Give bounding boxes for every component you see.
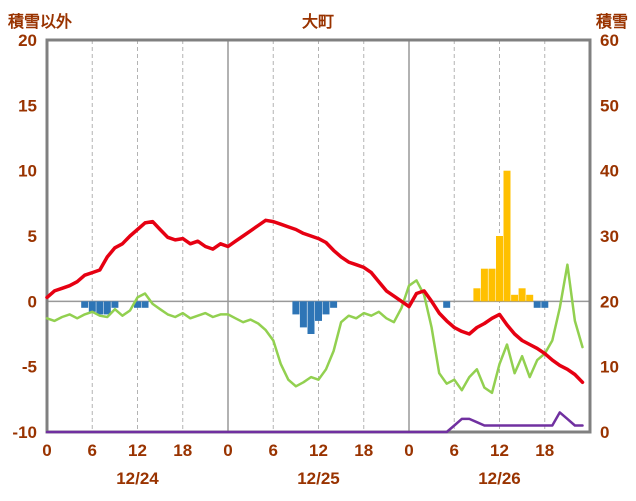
yellow-bars xyxy=(473,288,481,302)
blue-bars xyxy=(322,301,330,315)
blue-bars xyxy=(443,301,451,308)
page-title: 大町 xyxy=(301,14,334,31)
yellow-bars xyxy=(503,170,511,302)
day-label: 12/25 xyxy=(297,469,340,488)
yellow-bars xyxy=(518,288,526,302)
blue-bars xyxy=(307,301,315,334)
left-axis-title: 積雪以外 xyxy=(8,14,73,31)
blue-bars xyxy=(111,301,119,308)
blue-bars xyxy=(81,301,89,308)
blue-bars xyxy=(88,301,96,312)
yellow-bars xyxy=(526,294,534,302)
green-line xyxy=(45,263,584,395)
purple-line xyxy=(45,411,584,434)
right-axis-tick: 20 xyxy=(600,292,619,311)
blue-bars xyxy=(292,301,300,315)
left-axis-tick: 0 xyxy=(28,292,37,311)
left-axis-tick: 15 xyxy=(18,96,37,115)
blue-bars xyxy=(315,301,322,321)
left-axis-tick: -10 xyxy=(12,423,37,442)
right-axis-tick: 30 xyxy=(600,227,619,246)
x-axis-tick: 18 xyxy=(354,441,373,460)
right-axis-tick: 10 xyxy=(600,358,619,377)
x-axis-tick: 12 xyxy=(490,441,509,460)
day-label: 12/26 xyxy=(478,469,521,488)
blue-bars xyxy=(134,301,141,308)
right-axis-tick: 60 xyxy=(600,31,619,50)
left-axis-tick: 20 xyxy=(18,31,37,50)
blue-bars xyxy=(330,301,338,308)
x-axis-tick: 6 xyxy=(269,441,278,460)
blue-bars xyxy=(533,301,541,308)
x-axis-tick: 6 xyxy=(450,441,459,460)
yellow-bars xyxy=(480,268,488,302)
x-axis-tick: 18 xyxy=(535,441,554,460)
red-line xyxy=(45,218,585,385)
right-axis-tick: 40 xyxy=(600,162,619,181)
right-axis-tick: 0 xyxy=(600,423,609,442)
left-axis-tick: 5 xyxy=(28,227,37,246)
x-axis-tick: 18 xyxy=(173,441,192,460)
x-axis-tick: 12 xyxy=(128,441,147,460)
yellow-bars xyxy=(511,294,519,302)
x-axis-tick: 0 xyxy=(42,441,51,460)
right-axis-tick: 50 xyxy=(600,96,619,115)
right-axis-title: 積雪 xyxy=(595,14,628,31)
yellow-bars xyxy=(496,236,503,302)
blue-bars xyxy=(103,301,111,315)
blue-bars xyxy=(141,301,149,308)
left-axis-tick: 10 xyxy=(18,162,37,181)
x-axis-tick: 0 xyxy=(404,441,413,460)
blue-bars xyxy=(96,301,104,315)
x-axis-tick: 6 xyxy=(88,441,97,460)
left-axis-tick: -5 xyxy=(22,358,37,377)
yellow-bars xyxy=(488,268,496,302)
blue-bars xyxy=(541,301,549,308)
x-axis-tick: 12 xyxy=(309,441,328,460)
blue-bars xyxy=(299,301,307,328)
x-axis-tick: 0 xyxy=(223,441,232,460)
day-label: 12/24 xyxy=(116,469,159,488)
